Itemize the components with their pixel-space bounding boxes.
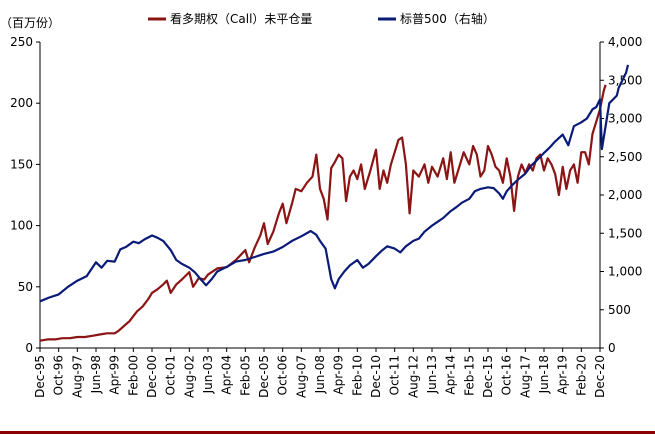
y-axis-units-label: （百万份） <box>0 16 60 30</box>
axes: 0 50 100 150 200 250 0 500 1,000 1,500 2,000 2,500 3… <box>10 35 642 398</box>
left-tick-label: 50 <box>18 280 33 294</box>
left-tick-label: 200 <box>10 96 33 110</box>
left-tick-label: 0 <box>25 341 33 355</box>
x-tick-label: Aug-02 <box>182 355 196 398</box>
right-tick-label: 2,000 <box>608 188 642 202</box>
x-tick-label: Aug-97 <box>70 355 84 398</box>
x-tick-label: Feb-15 <box>462 355 476 396</box>
left-tick-label: 150 <box>10 157 33 171</box>
x-tick-label: Oct-11 <box>388 355 402 395</box>
x-tick-label: Jun-13 <box>425 355 439 394</box>
x-tick-label: Feb-00 <box>126 355 140 396</box>
x-tick-label: Dec-95 <box>33 355 47 398</box>
x-tick-label: Feb-20 <box>574 355 588 396</box>
right-tick-label: 1,500 <box>608 226 642 240</box>
bottom-rule <box>0 431 655 434</box>
x-tick-label: Oct-06 <box>276 355 290 395</box>
x-tick-label: Oct-16 <box>500 355 514 395</box>
series-line-sp500 <box>39 64 630 303</box>
legend: 看多期权（Call）未平仓量 标普500（右轴） <box>148 11 495 26</box>
legend-label-sp500: 标普500（右轴） <box>400 11 495 26</box>
x-tick-label: Apr-14 <box>444 355 458 395</box>
right-tick-label: 1,000 <box>608 265 642 279</box>
left-tick-label: 100 <box>10 219 33 233</box>
x-tick-label: Dec-10 <box>369 355 383 398</box>
x-tick-label: Dec-20 <box>593 355 607 398</box>
legend-label-call-oi: 看多期权（Call）未平仓量 <box>170 12 312 26</box>
x-tick-label: Apr-04 <box>220 355 234 395</box>
x-tick-label: Jun-03 <box>201 355 215 394</box>
x-tick-label: Dec-15 <box>481 355 495 398</box>
x-tick-label: Apr-99 <box>108 355 122 395</box>
right-tick-label: 0 <box>608 341 616 355</box>
x-tick-label: Apr-19 <box>556 355 570 395</box>
x-tick-label: Aug-17 <box>518 355 532 398</box>
x-tick-label: Dec-05 <box>257 355 271 398</box>
x-tick-label: Apr-09 <box>332 355 346 395</box>
left-tick-label: 250 <box>10 35 33 49</box>
x-tick-label: Jun-98 <box>89 355 103 394</box>
series-layer <box>39 64 630 342</box>
x-tick-label: Oct-96 <box>52 355 66 395</box>
series-line-call-oi <box>39 84 607 342</box>
right-tick-label: 500 <box>608 303 631 317</box>
x-tick-label: Aug-07 <box>294 355 308 398</box>
x-tick-label: Aug-12 <box>406 355 420 398</box>
right-tick-label: 3,500 <box>608 73 642 87</box>
right-tick-label: 3,000 <box>608 112 642 126</box>
x-tick-label: Jun-18 <box>537 355 551 394</box>
right-tick-label: 4,000 <box>608 35 642 49</box>
x-tick-label: Feb-05 <box>238 355 252 396</box>
x-tick-label: Dec-00 <box>145 355 159 398</box>
x-tick-label: Feb-10 <box>350 355 364 396</box>
x-tick-label: Jun-08 <box>313 355 327 394</box>
x-tick-label: Oct-01 <box>164 355 178 395</box>
right-tick-label: 2,500 <box>608 150 642 164</box>
